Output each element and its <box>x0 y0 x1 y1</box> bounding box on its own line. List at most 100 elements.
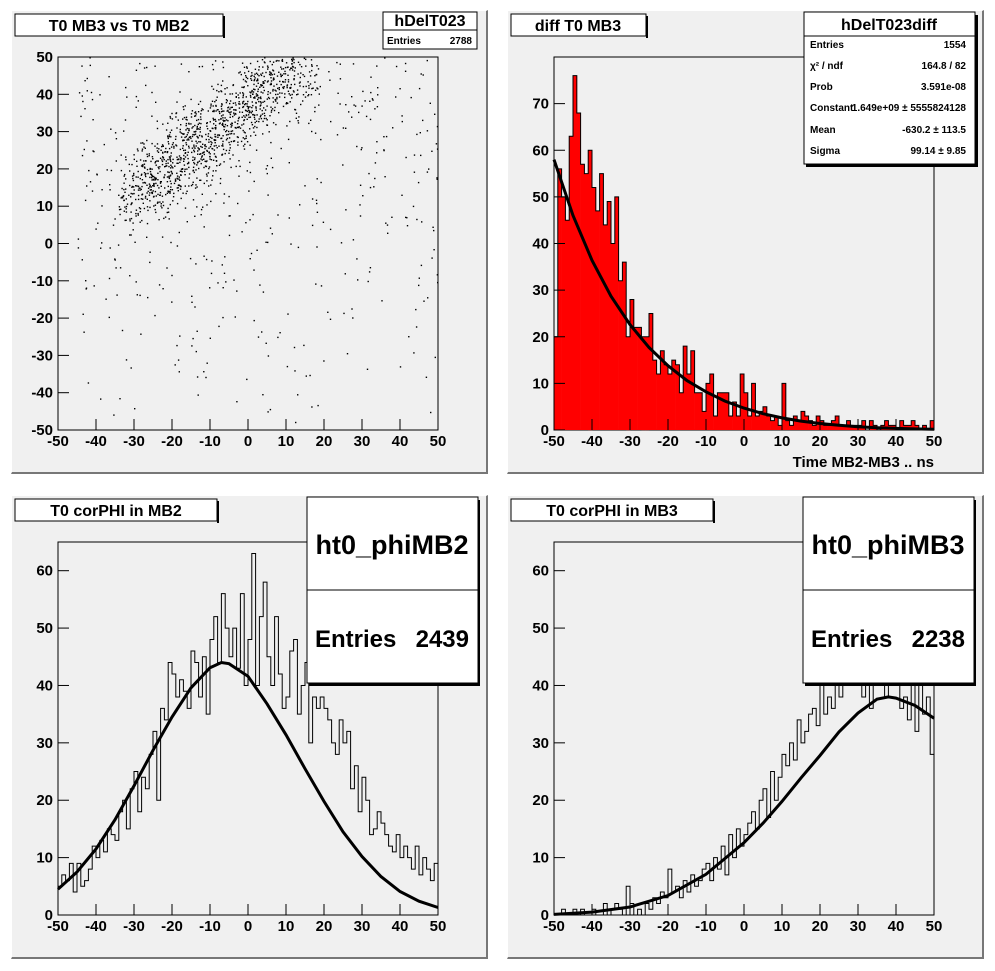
scatter-point <box>198 66 201 68</box>
scatter-point <box>119 398 121 400</box>
scatter-point <box>263 75 265 78</box>
scatter-point <box>167 185 169 188</box>
scatter-point <box>159 201 161 203</box>
histogram-bar <box>683 346 688 430</box>
scatter-point <box>241 86 243 88</box>
scatter-point <box>214 135 216 138</box>
histogram-bar <box>785 420 790 430</box>
scatter-point <box>197 111 200 113</box>
scatter-point <box>184 207 187 209</box>
scatter-point <box>241 116 243 118</box>
scatter-point <box>194 306 196 308</box>
histogram-bar <box>694 392 699 430</box>
stats-value: -630.2 ± 113.5 <box>902 125 966 136</box>
scatter-point <box>287 313 289 315</box>
scatter-point <box>392 127 394 129</box>
scatter-point <box>210 159 213 161</box>
pad-diff-histogram: -50 -40 -30 -20 -10 0 10 20 30 40 50 0 10 20 30 40 50 60 7… <box>507 10 984 474</box>
scatter-point <box>253 97 255 99</box>
scatter-point <box>172 196 175 198</box>
scatter-point <box>362 90 364 93</box>
histogram-bar <box>721 392 726 430</box>
scatter-point <box>190 184 193 187</box>
scatter-point <box>273 109 276 112</box>
scatter-point <box>110 128 112 130</box>
scatter-point <box>318 93 320 95</box>
scatter-point <box>406 225 409 227</box>
scatter-point <box>299 81 301 83</box>
scatter-point <box>153 184 155 186</box>
scatter-point <box>287 102 289 105</box>
scatter-point <box>268 97 271 100</box>
histogram-bar <box>637 327 642 430</box>
scatter-point <box>260 84 262 86</box>
histogram-bar <box>766 416 771 430</box>
scatter-point <box>214 133 216 136</box>
scatter-point <box>196 162 199 164</box>
histogram-bar <box>709 374 714 430</box>
scatter-point <box>308 94 310 96</box>
scatter-point <box>135 212 137 215</box>
scatter-point <box>188 129 190 132</box>
scatter-point <box>406 217 408 219</box>
scatter-point <box>81 154 84 157</box>
scatter-point <box>329 318 332 320</box>
scatter-point <box>254 134 257 136</box>
y-tick-label: -20 <box>31 310 53 327</box>
scatter-point <box>245 96 247 98</box>
scatter-point <box>242 78 245 81</box>
scatter-point <box>187 132 189 134</box>
scatter-point <box>167 137 169 140</box>
x-tick-label: -50 <box>47 433 69 450</box>
scatter-point <box>156 202 159 204</box>
scatter-point <box>272 101 275 103</box>
scatter-point <box>255 106 257 108</box>
scatter-point <box>310 94 313 96</box>
scatter-point <box>120 169 123 172</box>
x-tick-label: -40 <box>581 433 603 450</box>
scatter-point <box>156 184 159 187</box>
scatter-point <box>160 149 162 151</box>
scatter-point <box>190 98 192 101</box>
scatter-point <box>197 153 199 155</box>
scatter-point <box>194 133 197 135</box>
scatter-point <box>161 160 164 163</box>
scatter-point <box>185 122 188 125</box>
scatter-point <box>266 124 268 126</box>
scatter-point <box>89 57 91 59</box>
scatter-point <box>211 260 213 262</box>
scatter-point <box>173 147 175 149</box>
histogram-bar <box>557 168 562 430</box>
scatter-point <box>131 186 133 188</box>
scatter-point <box>203 371 205 373</box>
fit-curve <box>553 695 935 916</box>
y-tick-label: 40 <box>532 236 549 253</box>
scatter-point <box>197 123 199 126</box>
scatter-point <box>293 346 296 349</box>
scatter-point <box>122 195 125 197</box>
scatter-point <box>100 247 102 249</box>
scatter-point <box>259 96 262 98</box>
scatter-point <box>200 118 202 121</box>
x-tick-label: -30 <box>619 433 641 450</box>
mb2-histogram: -50 -40 -30 -20 -10 0 10 20 30 40 500102030405060 … <box>14 496 480 935</box>
scatter-point <box>211 148 214 150</box>
scatter-point <box>269 408 272 411</box>
scatter-point <box>317 88 319 90</box>
scatter-point <box>243 66 246 68</box>
scatter-point <box>250 112 253 114</box>
scatter-point <box>385 135 388 138</box>
scatter-point <box>254 73 256 75</box>
scatter-point <box>239 165 241 168</box>
scatter-point <box>262 86 265 88</box>
scatter-point <box>139 294 141 297</box>
scatter-point <box>219 182 222 185</box>
scatter-point <box>192 133 194 136</box>
scatter-point <box>128 194 130 196</box>
scatter-point <box>244 143 246 145</box>
scatter-point <box>437 281 439 284</box>
scatter-point <box>311 224 314 227</box>
histogram-bar <box>664 364 669 430</box>
scatter-point <box>247 114 250 116</box>
y-tick-label: 30 <box>36 124 53 141</box>
